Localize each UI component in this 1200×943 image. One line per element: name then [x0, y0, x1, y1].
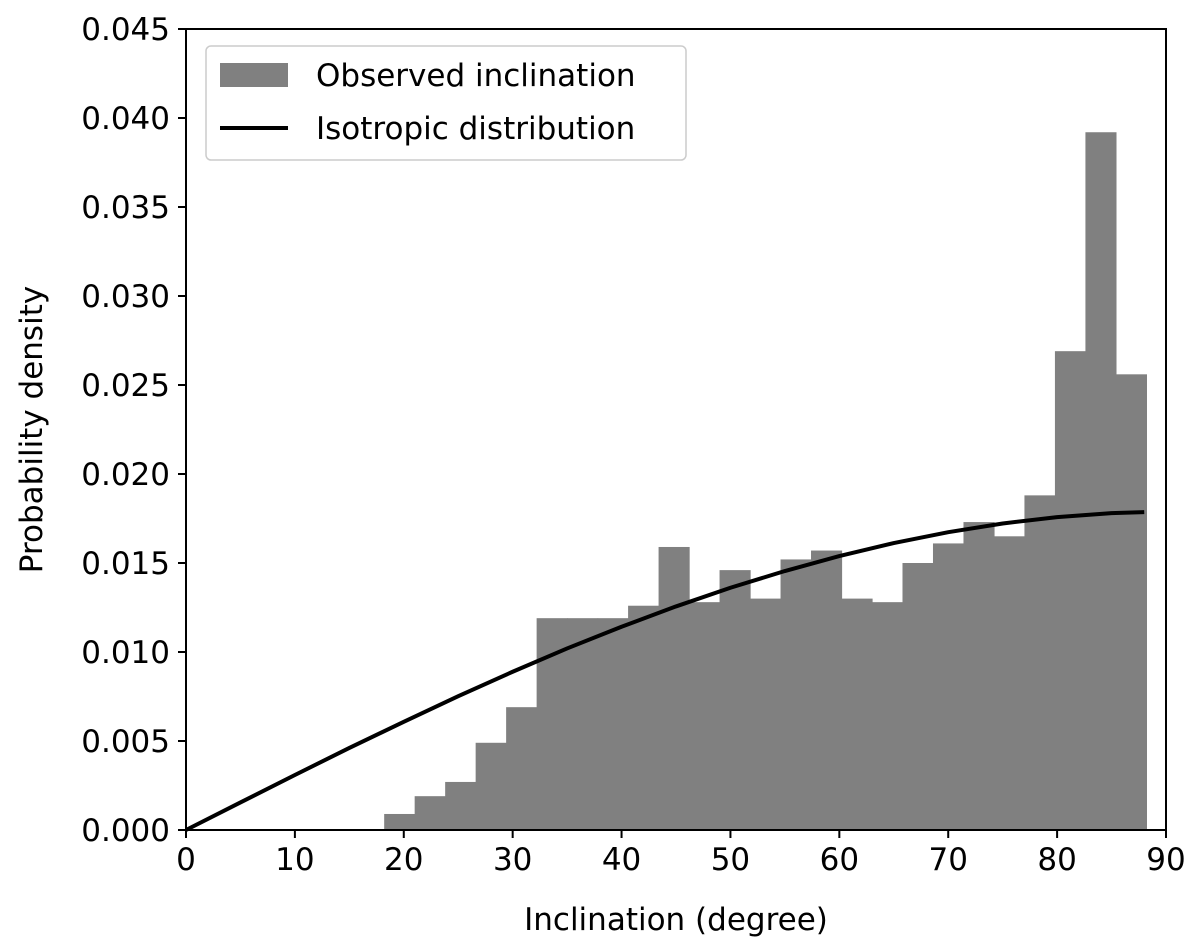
histogram-bar [506, 707, 538, 830]
y-tick-label: 0.005 [81, 724, 170, 760]
x-tick-label: 20 [384, 842, 423, 878]
x-tick-label: 80 [1037, 842, 1076, 878]
histogram-bar [689, 602, 721, 830]
plot-frame [185, 28, 1167, 831]
y-tick-label: 0.025 [81, 368, 170, 404]
x-tick-label: 50 [711, 842, 750, 878]
histogram-bar [1024, 495, 1056, 830]
x-tick-label: 90 [1146, 842, 1185, 878]
histogram-bar [445, 781, 477, 830]
x-axis-ticks: 0 10 20 30 40 50 60 70 80 90 [176, 830, 1186, 878]
histogram-bar [750, 598, 782, 830]
histogram-bar [597, 618, 629, 830]
x-tick-label: 70 [928, 842, 967, 878]
x-tick-label: 30 [493, 842, 532, 878]
histogram-bar [841, 598, 873, 830]
y-tick-label: 0.040 [81, 101, 170, 137]
y-axis-title: Probability density [14, 286, 50, 573]
histogram-bar [1115, 374, 1147, 830]
x-tick-label: 0 [176, 842, 196, 878]
histogram-bar [384, 813, 416, 830]
histogram-bar [993, 536, 1026, 830]
legend-label-observed: Observed inclination [316, 58, 636, 94]
histogram-bar [1085, 132, 1117, 831]
y-tick-label: 0.015 [81, 546, 170, 582]
histogram-bar [628, 605, 660, 830]
histogram-bar [963, 522, 995, 830]
histogram-bar [1054, 351, 1087, 830]
x-axis-title: Inclination (degree) [524, 902, 828, 938]
isotropic-curve [185, 510, 1145, 832]
y-tick-label: 0.045 [81, 12, 170, 48]
y-tick-label: 0.010 [81, 635, 170, 671]
x-tick-label: 10 [275, 842, 314, 878]
y-tick-label: 0.000 [81, 813, 170, 849]
legend-box [205, 45, 687, 161]
legend-label-isotropic: Isotropic distribution [316, 111, 635, 147]
x-tick-label: 40 [602, 842, 641, 878]
histogram-bar [719, 570, 751, 830]
histogram-bar [475, 742, 507, 830]
histogram-bar [567, 618, 599, 830]
histogram-bar [902, 563, 934, 830]
y-tick-label: 0.035 [81, 190, 170, 226]
x-tick-label: 60 [820, 842, 859, 878]
histogram-bar [780, 559, 812, 830]
histogram-bar [658, 546, 690, 830]
isotropic-curve-layer [185, 510, 1145, 832]
y-tick-label: 0.030 [81, 279, 170, 315]
histogram-bar [414, 796, 446, 830]
legend-patch-observed [220, 63, 288, 87]
histogram-bar [872, 602, 904, 830]
legend: Observed inclination Isotropic distribut… [205, 45, 687, 161]
histogram-bars [384, 132, 1147, 831]
y-axis-ticks: 0.000 0.005 0.010 0.015 0.020 0.025 0.030 0.035… [81, 12, 186, 849]
histogram-bar [811, 550, 843, 830]
y-tick-label: 0.020 [81, 457, 170, 493]
histogram-bar [932, 543, 965, 830]
